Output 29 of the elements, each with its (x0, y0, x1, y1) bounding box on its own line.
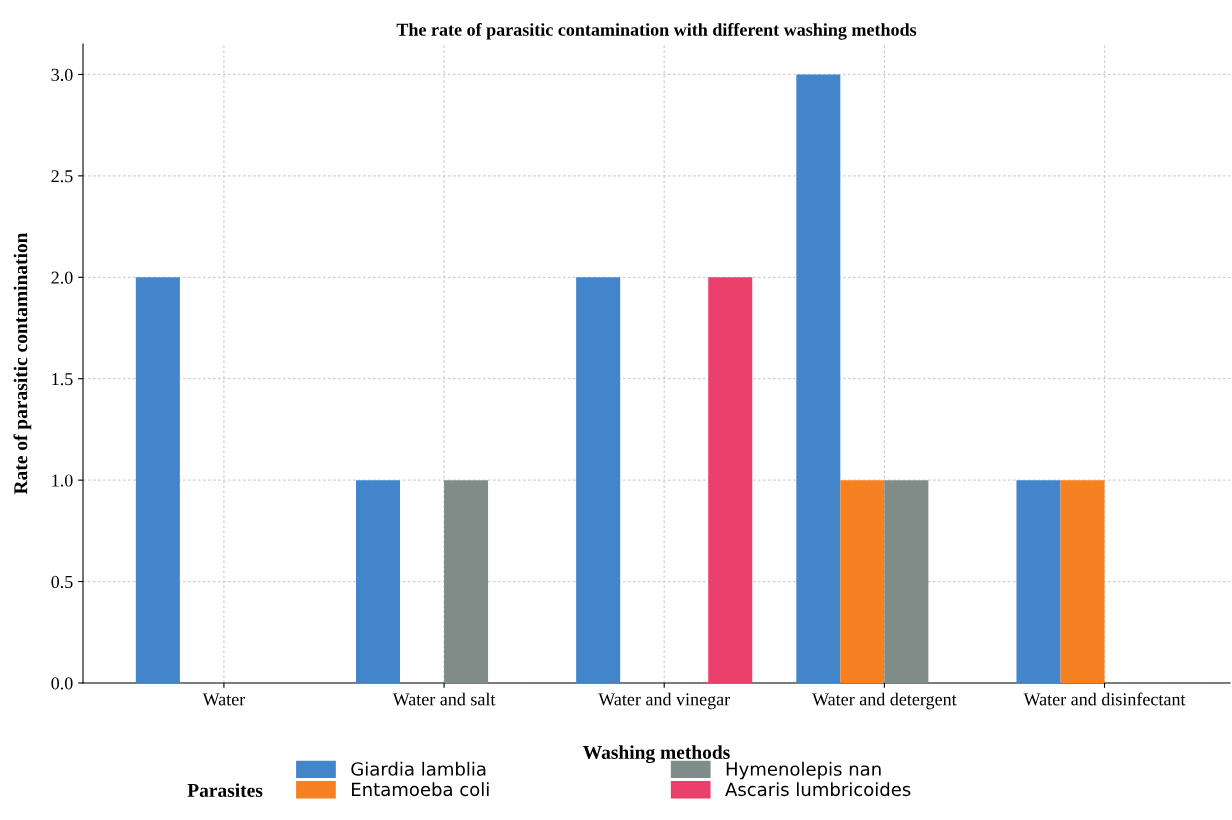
x-tick-label: Water (202, 693, 246, 706)
legend-label: Ascaris lumbricoides (725, 782, 911, 797)
legend-label: Giardia lamblia (351, 761, 486, 776)
legend-label: Entamoeba coli (352, 782, 489, 797)
y-tick-label: 1.5 (52, 373, 73, 386)
x-tick-label: Water and salt (392, 692, 496, 706)
y-tick-label: 1.0 (52, 474, 73, 487)
bar (1016, 480, 1061, 683)
y-tick-label: 0.5 (51, 575, 73, 589)
legend-title: Parasites (187, 783, 263, 797)
chart-title: The rate of parasitic contamination with different washing methods (396, 22, 917, 40)
bar (444, 480, 489, 683)
y-tick-label: 3.0 (51, 68, 73, 81)
y-axis-title: Rate of parasitic contamination (13, 232, 32, 495)
bar (796, 74, 841, 683)
y-tick-label: 2.0 (51, 271, 73, 284)
x-tick-label: Water and detergent (812, 692, 957, 710)
bar (708, 277, 753, 683)
y-tick-label: 0.0 (51, 677, 73, 690)
x-tick-label: Water and vinegar (598, 692, 730, 710)
bar (884, 480, 929, 683)
legend-label: Hymenolepis nan (726, 761, 881, 780)
x-tick-label: Water and disinfectant (1023, 692, 1186, 706)
bar (1060, 480, 1105, 683)
bar (840, 480, 885, 683)
bar (135, 277, 180, 683)
bar (576, 277, 621, 683)
bar (355, 480, 401, 683)
y-tick-label: 2.5 (51, 170, 73, 183)
